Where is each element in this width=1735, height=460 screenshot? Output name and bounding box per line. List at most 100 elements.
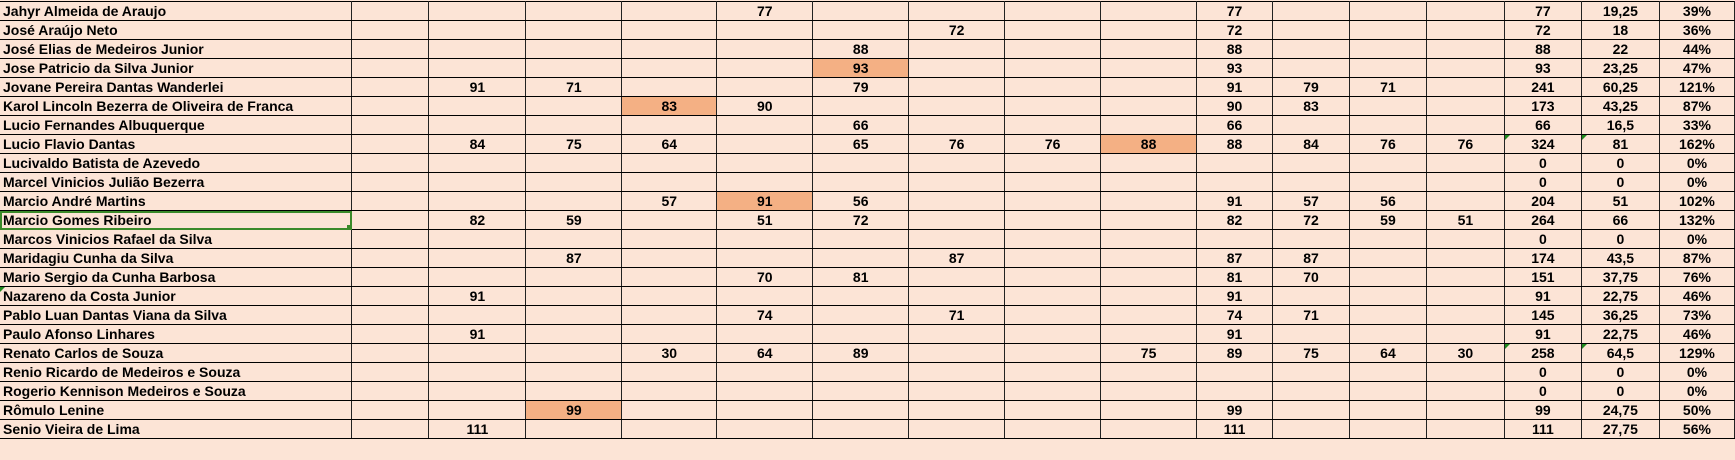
empty-cell[interactable] (351, 77, 430, 97)
average-cell[interactable]: 0 (1580, 381, 1660, 401)
student-name-cell[interactable]: Jahyr Almeida de Araujo (0, 1, 353, 21)
score-cell[interactable] (525, 191, 623, 211)
score-cell[interactable] (908, 39, 1006, 59)
score-cell[interactable] (1004, 362, 1102, 382)
top-score-cell[interactable]: 56 (1348, 191, 1427, 211)
score-cell[interactable]: 91 (428, 77, 527, 97)
score-cell[interactable] (716, 419, 814, 439)
score-cell[interactable]: 91 (428, 324, 527, 344)
top-score-cell[interactable] (1348, 400, 1427, 420)
score-cell[interactable] (525, 362, 623, 382)
score-cell[interactable] (1004, 381, 1102, 401)
student-name-cell[interactable]: Renato Carlos de Souza (0, 343, 353, 363)
top-score-cell[interactable] (1425, 1, 1505, 21)
top-score-cell[interactable] (1272, 172, 1350, 192)
top-score-cell[interactable]: 111 (1196, 419, 1274, 439)
top-score-cell[interactable] (1425, 305, 1505, 325)
score-cell[interactable] (908, 267, 1006, 287)
score-cell[interactable] (1100, 1, 1198, 21)
student-name-cell[interactable]: Jose Patricio da Silva Junior (0, 58, 353, 78)
score-cell[interactable] (525, 115, 623, 135)
score-cell[interactable]: 83 (621, 96, 718, 116)
percent-cell[interactable]: 36% (1658, 20, 1735, 40)
top-score-cell[interactable] (1348, 381, 1427, 401)
score-cell[interactable]: 88 (812, 39, 910, 59)
score-cell[interactable] (428, 96, 527, 116)
score-cell[interactable] (812, 324, 910, 344)
percent-cell[interactable]: 0% (1658, 381, 1735, 401)
percent-cell[interactable]: 87% (1658, 248, 1735, 268)
score-cell[interactable]: 84 (428, 134, 527, 154)
score-cell[interactable] (716, 77, 814, 97)
score-cell[interactable]: 57 (621, 191, 718, 211)
score-cell[interactable] (1100, 229, 1198, 249)
score-cell[interactable]: 70 (716, 267, 814, 287)
score-cell[interactable]: 91 (716, 191, 814, 211)
top-score-cell[interactable] (1425, 362, 1505, 382)
score-cell[interactable] (428, 20, 527, 40)
score-cell[interactable] (812, 96, 910, 116)
average-cell[interactable]: 0 (1580, 362, 1660, 382)
score-cell[interactable] (1100, 115, 1198, 135)
score-cell[interactable] (428, 115, 527, 135)
score-cell[interactable] (812, 381, 910, 401)
percent-cell[interactable]: 162% (1658, 134, 1735, 154)
empty-cell[interactable] (351, 400, 430, 420)
score-cell[interactable] (1004, 229, 1102, 249)
score-cell[interactable] (1100, 210, 1198, 230)
score-cell[interactable]: 99 (525, 400, 623, 420)
average-cell[interactable]: 37,75 (1580, 267, 1660, 287)
score-cell[interactable]: 91 (428, 286, 527, 306)
top-score-cell[interactable]: 81 (1196, 267, 1274, 287)
score-cell[interactable] (621, 77, 718, 97)
top-score-cell[interactable] (1272, 1, 1350, 21)
score-cell[interactable]: 87 (525, 248, 623, 268)
top-score-cell[interactable]: 90 (1196, 96, 1274, 116)
score-cell[interactable] (621, 400, 718, 420)
student-name-cell[interactable]: José Araújo Neto (0, 20, 353, 40)
score-cell[interactable] (621, 419, 718, 439)
score-cell[interactable] (1100, 58, 1198, 78)
score-cell[interactable] (525, 172, 623, 192)
percent-cell[interactable]: 0% (1658, 153, 1735, 173)
total-cell[interactable]: 151 (1503, 267, 1582, 287)
score-cell[interactable]: 71 (908, 305, 1006, 325)
top-score-cell[interactable] (1425, 39, 1505, 59)
top-score-cell[interactable] (1348, 267, 1427, 287)
score-cell[interactable] (908, 96, 1006, 116)
score-cell[interactable]: 93 (812, 58, 910, 78)
score-cell[interactable] (525, 20, 623, 40)
top-score-cell[interactable] (1196, 172, 1274, 192)
average-cell[interactable]: 18 (1580, 20, 1660, 40)
score-cell[interactable] (428, 1, 527, 21)
score-cell[interactable] (621, 305, 718, 325)
top-score-cell[interactable] (1272, 229, 1350, 249)
score-cell[interactable] (525, 343, 623, 363)
score-cell[interactable] (525, 229, 623, 249)
top-score-cell[interactable]: 91 (1196, 191, 1274, 211)
top-score-cell[interactable] (1348, 58, 1427, 78)
percent-cell[interactable]: 56% (1658, 419, 1735, 439)
top-score-cell[interactable]: 91 (1196, 286, 1274, 306)
score-cell[interactable] (1004, 248, 1102, 268)
score-cell[interactable] (716, 58, 814, 78)
student-name-cell[interactable]: Renio Ricardo de Medeiros e Souza (0, 362, 353, 382)
empty-cell[interactable] (351, 286, 430, 306)
score-cell[interactable] (1004, 39, 1102, 59)
top-score-cell[interactable] (1348, 248, 1427, 268)
top-score-cell[interactable]: 87 (1272, 248, 1350, 268)
top-score-cell[interactable] (1348, 115, 1427, 135)
score-cell[interactable] (908, 115, 1006, 135)
score-cell[interactable] (621, 248, 718, 268)
score-cell[interactable] (621, 381, 718, 401)
total-cell[interactable]: 99 (1503, 400, 1582, 420)
score-cell[interactable] (908, 191, 1006, 211)
average-cell[interactable]: 81 (1580, 134, 1660, 154)
top-score-cell[interactable]: 99 (1196, 400, 1274, 420)
top-score-cell[interactable] (1425, 381, 1505, 401)
top-score-cell[interactable] (1348, 96, 1427, 116)
top-score-cell[interactable]: 88 (1196, 134, 1274, 154)
score-cell[interactable] (716, 248, 814, 268)
score-cell[interactable] (525, 39, 623, 59)
top-score-cell[interactable]: 76 (1348, 134, 1427, 154)
